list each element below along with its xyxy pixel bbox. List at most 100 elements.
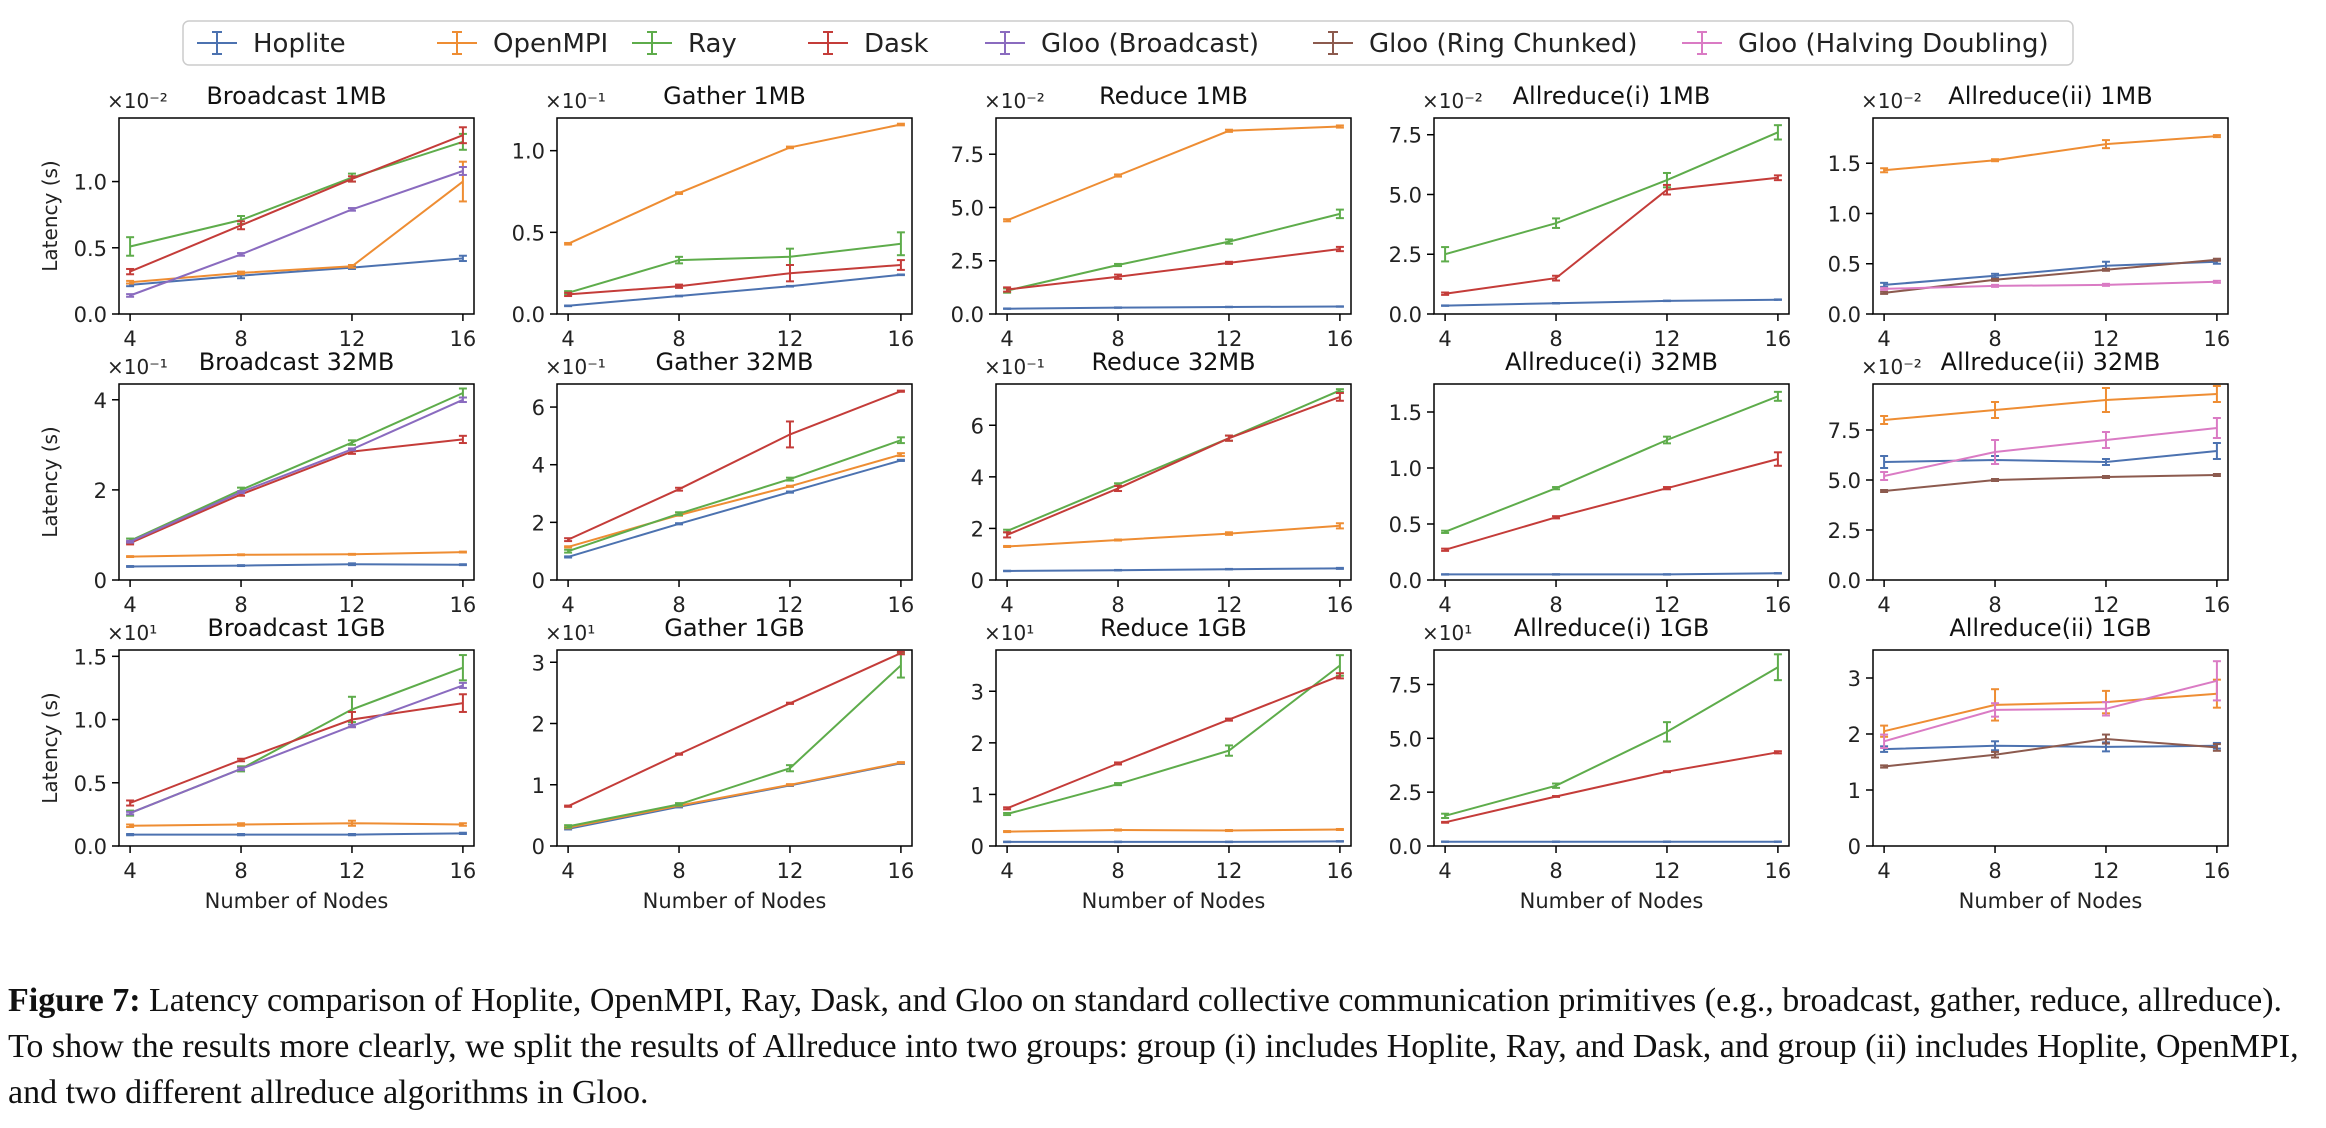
data-point: [896, 231, 905, 257]
data-point: [564, 804, 573, 808]
x-tick-label: 16: [888, 859, 915, 883]
plot-frame: [1433, 117, 1790, 315]
data-point: [785, 490, 794, 494]
y-tick-label: 2.5: [1828, 519, 1861, 543]
x-tick-label: 8: [1111, 859, 1124, 883]
series-hoplite: [1003, 305, 1344, 310]
series-line: [1007, 524, 1340, 548]
plot-frame: [118, 649, 475, 847]
series-ray: [564, 652, 905, 829]
series-hoplite: [126, 831, 467, 837]
series-line: [1007, 828, 1340, 833]
x-tick-label: 8: [672, 593, 685, 617]
x-tick-label: 12: [339, 859, 366, 883]
series-line: [567, 439, 902, 553]
data-point: [564, 545, 573, 549]
series-dask: [126, 126, 467, 276]
series-dask: [1003, 245, 1344, 293]
series-line: [1444, 666, 1779, 817]
series-line: [1007, 840, 1340, 843]
data-point: [896, 389, 905, 393]
data-point: [896, 652, 905, 679]
series-line: [1444, 751, 1779, 824]
data-point: [1880, 167, 1889, 174]
data-point: [1003, 531, 1012, 539]
panel-allreduce-ii-32mb: 0.0 2.5 5.0 7.5 4 8 12 16 Allreduce(ii) 32MB ×10⁻…: [1828, 348, 2231, 617]
series-line: [568, 273, 902, 307]
y-exponent-label: ×10⁻¹: [545, 89, 606, 113]
data-point: [1880, 733, 1889, 749]
data-point: [458, 681, 467, 689]
data-point: [896, 273, 905, 277]
data-point: [1441, 529, 1450, 534]
data-point: [458, 654, 467, 682]
data-point: [1335, 566, 1344, 570]
series-line: [568, 264, 901, 296]
y-exponent-label: ×10⁻¹: [107, 355, 168, 379]
y-tick-label: 0: [94, 569, 107, 593]
data-point: [1662, 486, 1671, 491]
x-tick-label: 4: [1000, 327, 1013, 351]
plot-frame: [556, 383, 913, 581]
y-tick-label: 6: [971, 414, 984, 438]
x-tick-label: 8: [234, 327, 247, 351]
series-ray: [1441, 124, 1782, 263]
data-point: [1003, 840, 1012, 844]
data-point: [1991, 439, 2000, 465]
y-tick-label: 1.0: [512, 140, 545, 164]
data-point: [785, 284, 794, 288]
series-line: [1884, 393, 2217, 421]
data-point: [1114, 173, 1123, 178]
data-point: [126, 799, 135, 807]
data-point: [1335, 124, 1344, 129]
legend: Hoplite OpenMPI Ray Dask Gloo (Broadcast) Glo…: [182, 20, 2074, 66]
legend-item-openmpi: OpenMPI: [437, 29, 608, 59]
data-point: [2101, 733, 2110, 745]
y-exponent-label: ×10⁻¹: [984, 355, 1045, 379]
x-tick-label: 8: [1111, 593, 1124, 617]
caption-label: Figure 7:: [8, 982, 141, 1019]
y-tick-label: 5.0: [1389, 183, 1422, 207]
data-point: [2212, 257, 2221, 262]
data-point: [237, 766, 246, 772]
data-point: [1441, 820, 1450, 824]
series-line: [1444, 176, 1779, 295]
series-line: [1883, 737, 2217, 768]
data-point: [126, 832, 135, 837]
series-line: [1006, 212, 1341, 292]
x-tick-label: 16: [888, 593, 915, 617]
data-point: [1773, 750, 1782, 755]
data-point: [2101, 387, 2110, 413]
series-line: [130, 822, 463, 827]
data-point: [1773, 451, 1782, 467]
data-point: [1991, 702, 2000, 718]
data-point: [2212, 442, 2221, 460]
x-tick-label: 8: [1988, 859, 2001, 883]
x-tick-label: 12: [339, 593, 366, 617]
data-point: [1552, 782, 1561, 789]
series-gloo-broadcast: [126, 681, 467, 816]
data-point: [1880, 455, 1889, 469]
panel-reduce-1mb: 0.0 2.5 5.0 7.5 4 8 12 16 Reduce 1MB ×10⁻²: [951, 82, 1354, 351]
y-tick-label: 4: [532, 454, 545, 478]
data-point: [785, 264, 794, 283]
data-point: [896, 259, 905, 271]
panel-broadcast-1gb: 0.0 0.5 1.0 1.5 4 8 12 16 Broadcast 1GB ×10¹ Laten…: [38, 614, 476, 913]
data-point: [785, 764, 794, 773]
data-point: [1880, 415, 1889, 425]
x-tick-label: 12: [1216, 593, 1243, 617]
series-line: [1883, 427, 2218, 477]
y-tick-label: 0: [971, 569, 984, 593]
plot-frame: [1433, 383, 1790, 581]
y-tick-label: 3: [532, 651, 545, 675]
y-tick-label: 2: [532, 713, 545, 737]
series-line: [567, 123, 902, 245]
data-point: [1114, 568, 1123, 572]
y-tick-label: 0.0: [951, 303, 984, 327]
series-line: [567, 459, 902, 558]
data-point: [1003, 218, 1012, 223]
y-tick-label: 2: [971, 732, 984, 756]
data-point: [896, 458, 905, 462]
y-tick-label: 1.0: [1389, 457, 1422, 481]
